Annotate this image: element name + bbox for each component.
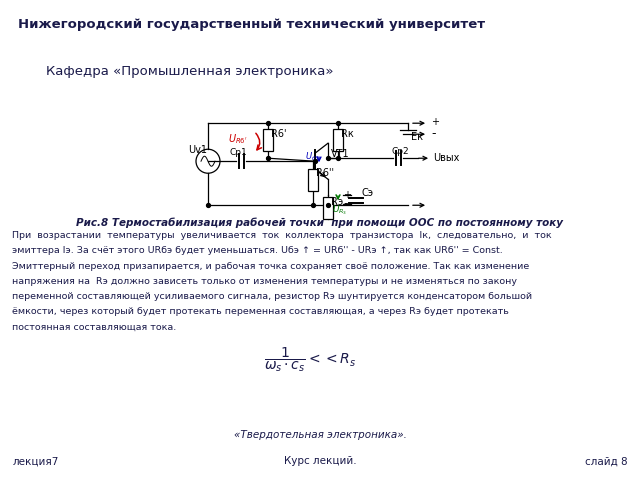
Text: -: - [431,127,435,140]
Text: Uвых: Uвых [433,153,460,163]
Text: VT1: VT1 [331,149,349,159]
Text: Uv1: Uv1 [188,145,207,155]
Bar [333,129,343,151]
Text: Эмиттерный переход призапирается, и рабочая точка сохраняет своё положение. Так : Эмиттерный переход призапирается, и рабо… [12,262,529,271]
Text: Сp1: Сp1 [229,148,247,157]
Text: лекция7: лекция7 [13,456,59,466]
Text: Кафедра «Промышленная электроника»: Кафедра «Промышленная электроника» [46,65,333,78]
Text: R6'': R6'' [316,168,334,178]
Text: Rэ: Rэ [331,197,343,207]
Text: Рис.8 Термостабилизация рабочей точки  при помощи ООС по постоянному току: Рис.8 Термостабилизация рабочей точки пр… [77,217,563,228]
Text: «Твердотельная электроника».: «Твердотельная электроника». [234,430,406,440]
Text: Сэ: Сэ [361,188,373,198]
Text: Rк: Rк [341,129,354,139]
Text: $U_{б3}$: $U_{б3}$ [305,150,320,163]
Text: напряжения на  Rэ должно зависеть только от изменения температуры и не изменятьс: напряжения на Rэ должно зависеть только … [12,277,517,286]
Text: При  возрастании  температуры  увеличивается  ток  коллектора  транзистора  Iк, : При возрастании температуры увеличиваетс… [12,231,552,240]
Text: +: + [343,190,351,200]
Text: $\dfrac{1}{\omega_s \cdot c_s} << R_s$: $\dfrac{1}{\omega_s \cdot c_s} << R_s$ [264,345,356,374]
Bar [263,129,273,151]
Text: Ек: Ек [411,132,423,142]
Text: эмиттера Iэ. За счёт этого URбэ будет уменьшаться. Uбэ ↑ = URб'' - URэ ↑, так ка: эмиттера Iэ. За счёт этого URбэ будет ум… [12,246,503,255]
Text: постоянная составляющая тока.: постоянная составляющая тока. [12,323,176,332]
Text: +: + [431,117,439,127]
Text: Нижегородский государственный технический университет: Нижегородский государственный технически… [19,18,486,31]
Text: слайд 8: слайд 8 [584,456,627,466]
Text: ёмкости, через который будет протекать переменная составляющая, а через Rэ будет: ёмкости, через который будет протекать п… [12,307,509,316]
Text: Сp2: Сp2 [391,147,408,156]
Text: R6': R6' [271,129,287,139]
Text: $U_{R_3}$: $U_{R_3}$ [332,203,348,217]
Text: $U_{R6^{\prime}}$: $U_{R6^{\prime}}$ [228,132,248,146]
Bar [323,197,333,219]
Text: Курс лекций.: Курс лекций. [284,456,356,466]
Text: переменной составляющей усиливаемого сигнала, резистор Rэ шунтируется конденсато: переменной составляющей усиливаемого сиг… [12,292,532,301]
Bar [308,169,318,191]
Text: -: - [343,197,348,210]
